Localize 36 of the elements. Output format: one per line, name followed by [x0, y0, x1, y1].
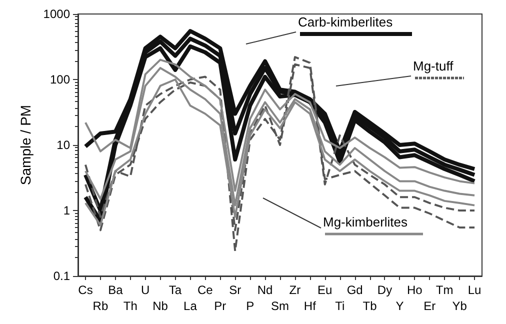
x-tick-label: Yb [452, 299, 468, 313]
x-tick-label: Ba [108, 283, 124, 297]
x-tick-label: Th [123, 299, 138, 313]
y-tick-label: 0.1 [53, 269, 70, 283]
annotation: Mg-kimberlites [323, 214, 408, 230]
y-axis-title: Sample / PM [17, 104, 34, 186]
x-tick-label: Cs [78, 283, 93, 297]
x-tick-label: Hf [304, 299, 317, 313]
x-tick-label: Ho [406, 283, 423, 297]
x-tick-label: Sr [229, 283, 242, 297]
x-tick-label: Sm [271, 299, 290, 313]
y-tick-label: 1000 [43, 7, 70, 21]
x-tick-label: Rb [92, 299, 108, 313]
x-tick-label: Eu [318, 283, 332, 297]
x-tick-label: U [140, 283, 150, 297]
x-tick-label: Tb [362, 299, 378, 313]
annotation: Mg-tuff [413, 58, 454, 74]
x-tick-label: P [246, 299, 254, 313]
x-tick-label: Zr [289, 283, 301, 297]
x-tick-label: Tm [436, 283, 454, 297]
x-tick-label: Ce [198, 283, 214, 297]
x-tick-label: Ti [335, 299, 345, 313]
x-tick-label: La [184, 299, 198, 313]
x-tick-label: Nb [152, 299, 168, 313]
x-tick-label: Er [424, 299, 436, 313]
annotation: Carb-kimberlites [298, 14, 394, 30]
x-tick-label: Gd [346, 283, 363, 297]
y-tick-label: 10 [56, 138, 70, 152]
y-tick-label: 100 [50, 72, 70, 86]
x-tick-label: Dy [377, 283, 392, 297]
x-tick-label: Lu [468, 283, 482, 297]
x-tick-label: Ta [168, 283, 182, 297]
x-tick-label: Pr [214, 299, 226, 313]
x-tick-label: Y [396, 299, 404, 313]
y-tick-label: 1 [63, 204, 70, 218]
x-tick-label: Nd [257, 283, 273, 297]
